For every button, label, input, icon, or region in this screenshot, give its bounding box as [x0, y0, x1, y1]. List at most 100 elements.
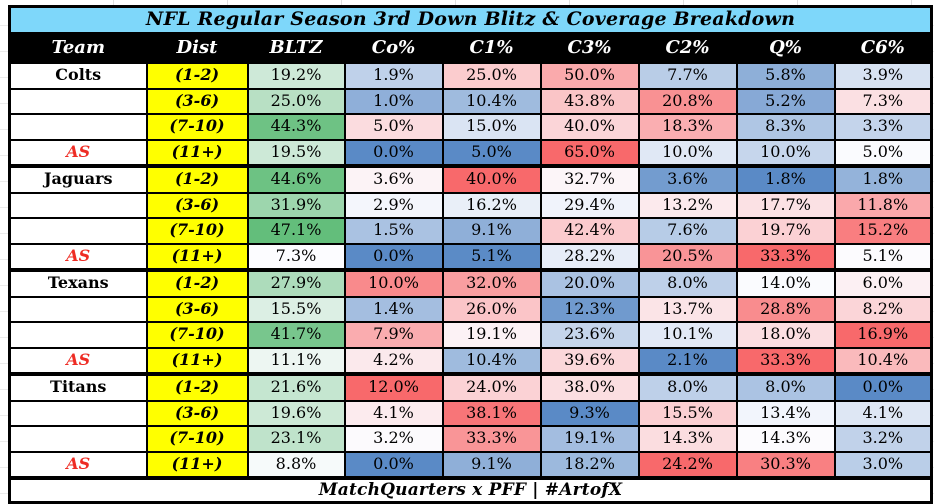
stat-cell-c6: 3.3%	[833, 113, 933, 141]
stat-cell-bltz: 11.1%	[246, 346, 346, 375]
table-row: Colts (1-2) 19.2% 1.9% 25.0% 50.0% 7.7% 5.8% 3.9…	[8, 61, 933, 90]
table-row: Texans (1-2) 27.9% 10.0% 32.0% 20.0% 8.0% 14.0%…	[8, 268, 933, 298]
stat-cell-c1: 9.1%	[441, 217, 542, 245]
stat-cell-c0: 10.0%	[343, 268, 444, 298]
stat-cell-q: 10.0%	[735, 138, 836, 167]
stat-cell-c1: 9.1%	[441, 450, 542, 479]
team-cell	[8, 295, 148, 323]
stat-cell-c2: 7.7%	[637, 61, 738, 90]
stat-cell-bltz: 19.5%	[246, 138, 346, 167]
stat-cell-c6: 4.1%	[833, 399, 933, 427]
column-header-c1: C1%	[441, 32, 542, 64]
team-cell: Colts	[8, 61, 148, 90]
team-cell	[8, 399, 148, 427]
as-label-cell: AS	[8, 138, 148, 167]
team-cell	[8, 217, 148, 245]
dist-cell: (11+)	[145, 242, 249, 271]
table-row: (3-6) 15.5% 1.4% 26.0% 12.3% 13.7% 28.8% 8.2%	[8, 295, 933, 323]
stat-cell-c0: 7.9%	[343, 321, 444, 349]
stat-cell-c2: 20.8%	[637, 87, 738, 115]
stat-cell-bltz: 19.2%	[246, 61, 346, 90]
stat-cell-c3: 23.6%	[539, 321, 640, 349]
stat-cell-q: 33.3%	[735, 242, 836, 271]
stat-cell-c3: 40.0%	[539, 113, 640, 141]
stat-cell-c2: 24.2%	[637, 450, 738, 479]
table-body: Colts (1-2) 19.2% 1.9% 25.0% 50.0% 7.7% 5.8% 3.9…	[8, 61, 933, 479]
stat-cell-q: 1.8%	[735, 164, 836, 194]
dist-cell: (7-10)	[145, 321, 249, 349]
stat-cell-c2: 7.6%	[637, 217, 738, 245]
stat-cell-c6: 8.2%	[833, 295, 933, 323]
stat-cell-c6: 3.9%	[833, 61, 933, 90]
stat-cell-c0: 4.2%	[343, 346, 444, 375]
dist-cell: (7-10)	[145, 425, 249, 453]
stat-cell-q: 14.0%	[735, 268, 836, 298]
stat-cell-c6: 11.8%	[833, 191, 933, 219]
stat-cell-c1: 38.1%	[441, 399, 542, 427]
table-row: (7-10) 23.1% 3.2% 33.3% 19.1% 14.3% 14.3% 3.2%	[8, 425, 933, 453]
stat-cell-c2: 8.0%	[637, 268, 738, 298]
stat-cell-c2: 13.7%	[637, 295, 738, 323]
dist-cell: (3-6)	[145, 87, 249, 115]
stat-cell-c1: 26.0%	[441, 295, 542, 323]
stat-cell-c2: 20.5%	[637, 242, 738, 271]
stat-cell-bltz: 41.7%	[246, 321, 346, 349]
stat-cell-bltz: 7.3%	[246, 242, 346, 271]
stat-cell-c3: 38.0%	[539, 372, 640, 402]
column-header-c3: C3%	[539, 32, 640, 64]
stat-cell-c3: 43.8%	[539, 87, 640, 115]
stat-cell-c1: 15.0%	[441, 113, 542, 141]
stat-cell-c1: 10.4%	[441, 87, 542, 115]
stat-cell-bltz: 23.1%	[246, 425, 346, 453]
dist-cell: (1-2)	[145, 61, 249, 90]
column-header-q: Q%	[735, 32, 836, 64]
as-label-cell: AS	[8, 242, 148, 271]
stat-cell-c0: 3.6%	[343, 164, 444, 194]
footer-credit: MatchQuarters x PFF | #ArtofX	[7, 476, 934, 504]
stat-cell-c6: 3.2%	[833, 425, 933, 453]
stat-cell-bltz: 21.6%	[246, 372, 346, 402]
stat-cell-q: 5.2%	[735, 87, 836, 115]
table-title: NFL Regular Season 3rd Down Blitz & Cove…	[7, 5, 934, 35]
table-row: AS (11+) 8.8% 0.0% 9.1% 18.2% 24.2% 30.3% 3.0%	[8, 450, 933, 479]
stat-cell-c2: 2.1%	[637, 346, 738, 375]
stat-cell-c2: 10.0%	[637, 138, 738, 167]
dist-cell: (7-10)	[145, 113, 249, 141]
stat-cell-q: 5.8%	[735, 61, 836, 90]
stat-cell-bltz: 31.9%	[246, 191, 346, 219]
stat-cell-c6: 16.9%	[833, 321, 933, 349]
table-row: (3-6) 25.0% 1.0% 10.4% 43.8% 20.8% 5.2% 7.3%	[8, 87, 933, 115]
stat-cell-q: 19.7%	[735, 217, 836, 245]
stat-cell-c1: 32.0%	[441, 268, 542, 298]
stat-cell-c3: 29.4%	[539, 191, 640, 219]
team-cell	[8, 191, 148, 219]
dist-cell: (1-2)	[145, 164, 249, 194]
stat-cell-q: 13.4%	[735, 399, 836, 427]
table-row: (3-6) 31.9% 2.9% 16.2% 29.4% 13.2% 17.7% 11.8%	[8, 191, 933, 219]
stat-cell-c3: 18.2%	[539, 450, 640, 479]
as-label-cell: AS	[8, 346, 148, 375]
stat-cell-bltz: 44.3%	[246, 113, 346, 141]
stat-cell-c0: 4.1%	[343, 399, 444, 427]
stat-cell-c6: 5.1%	[833, 242, 933, 271]
blitz-coverage-table: NFL Regular Season 3rd Down Blitz & Cove…	[7, 5, 934, 504]
stat-cell-c6: 6.0%	[833, 268, 933, 298]
stat-cell-c0: 1.5%	[343, 217, 444, 245]
title-row: NFL Regular Season 3rd Down Blitz & Cove…	[7, 5, 934, 35]
stat-cell-c3: 42.4%	[539, 217, 640, 245]
stat-cell-q: 14.3%	[735, 425, 836, 453]
dist-cell: (1-2)	[145, 372, 249, 402]
stat-cell-c3: 19.1%	[539, 425, 640, 453]
team-cell: Titans	[8, 372, 148, 402]
stat-cell-q: 33.3%	[735, 346, 836, 375]
table-row: (3-6) 19.6% 4.1% 38.1% 9.3% 15.5% 13.4% 4.1%	[8, 399, 933, 427]
stat-cell-c3: 39.6%	[539, 346, 640, 375]
stat-cell-c2: 15.5%	[637, 399, 738, 427]
stat-cell-c0: 1.0%	[343, 87, 444, 115]
column-header-c6: C6%	[833, 32, 933, 64]
stat-cell-c3: 65.0%	[539, 138, 640, 167]
table-row: AS (11+) 11.1% 4.2% 10.4% 39.6% 2.1% 33.3% 10.4%	[8, 346, 933, 375]
stat-cell-q: 17.7%	[735, 191, 836, 219]
stat-cell-c0: 1.9%	[343, 61, 444, 90]
table-row: (7-10) 41.7% 7.9% 19.1% 23.6% 10.1% 18.0% 16.9%	[8, 321, 933, 349]
